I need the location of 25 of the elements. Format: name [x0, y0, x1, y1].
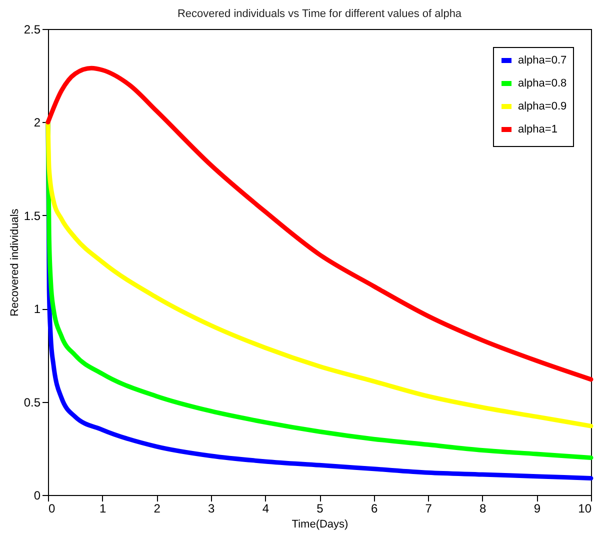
line-series	[46, 66, 594, 382]
x-tick-label: 10	[578, 502, 592, 516]
x-axis-title: Time(Days)	[292, 518, 348, 530]
chart-title: Recovered individuals vs Time for different values of alpha	[177, 8, 462, 20]
legend-label: alpha=1	[518, 124, 558, 136]
x-tick-label: 4	[262, 502, 270, 516]
x-tick-label: 8	[480, 502, 487, 516]
x-tick-label: 7	[425, 502, 432, 516]
x-tick-label: 1	[99, 502, 106, 516]
y-tick-label: 0	[34, 488, 41, 502]
x-tick-label: 6	[370, 502, 378, 516]
legend-label: alpha=0.7	[518, 54, 567, 66]
y-tick-label: 0.5	[24, 395, 41, 410]
y-tick-label: 2.5	[24, 22, 41, 36]
y-tick-label: 1.5	[24, 208, 41, 223]
y-tick-label: 1	[34, 302, 41, 316]
x-tick-label: 5	[316, 502, 324, 516]
x-tick-label: 9	[534, 502, 541, 516]
legend-label: alpha=0.8	[518, 78, 567, 90]
x-tick-label: 3	[208, 502, 216, 516]
x-tick-label: 0	[48, 502, 56, 516]
y-axis-title: Recovered individuals	[8, 208, 21, 316]
legend-label: alpha=0.9	[518, 100, 567, 112]
x-tick-label: 2	[154, 502, 161, 516]
y-tick-label: 2	[34, 116, 41, 130]
